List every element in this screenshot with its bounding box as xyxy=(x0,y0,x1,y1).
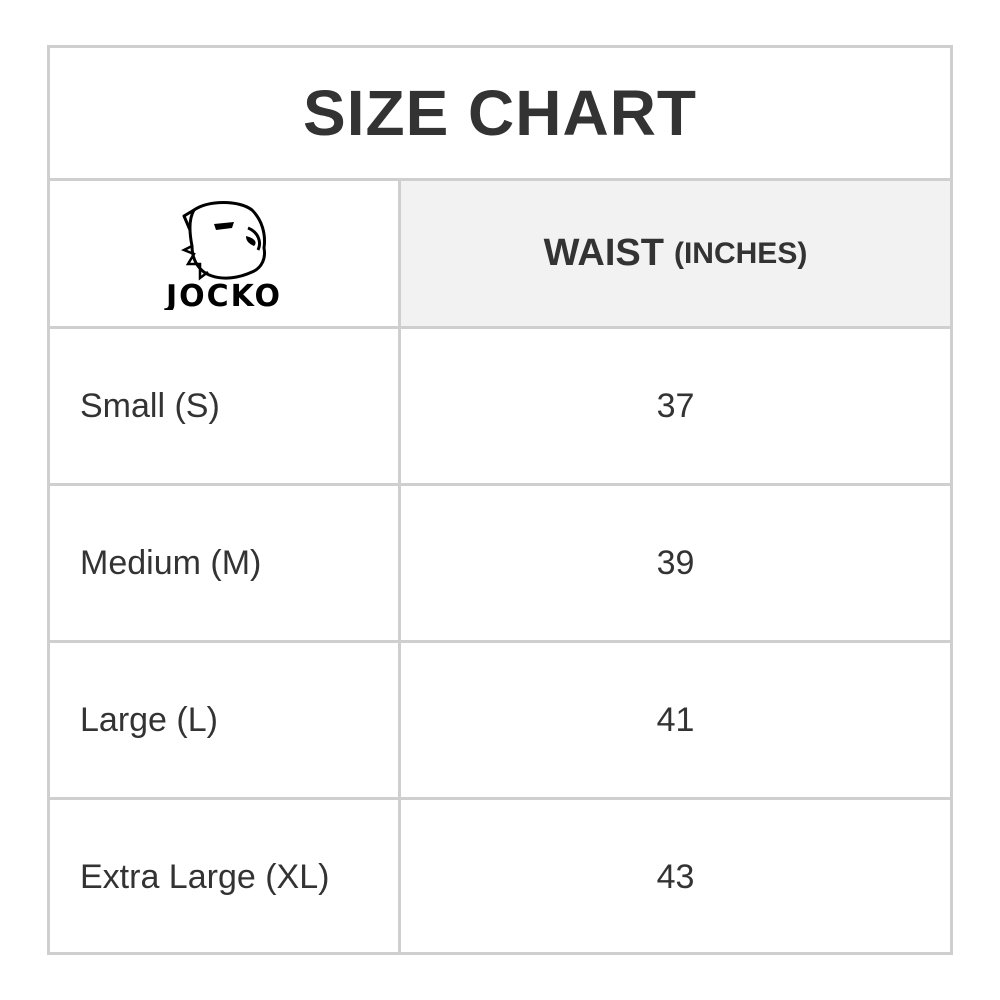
size-chart-table: SIZE CHART JOCKO WAIST (INCHES) Small (S… xyxy=(47,45,953,955)
header-unit: (INCHES) xyxy=(673,236,808,270)
header-measure: WAIST xyxy=(543,232,664,274)
column-header-waist: WAIST (INCHES) xyxy=(401,181,950,326)
divider xyxy=(50,178,950,181)
divider xyxy=(50,483,950,486)
bulldog-icon: JOCKO xyxy=(164,200,282,310)
divider xyxy=(50,797,950,800)
size-label: Medium (M) xyxy=(80,543,262,582)
page-title: SIZE CHART xyxy=(303,77,697,149)
waist-value: 43 xyxy=(656,857,695,896)
waist-value: 39 xyxy=(656,543,695,582)
waist-value: 37 xyxy=(656,386,695,425)
brand-logo: JOCKO xyxy=(50,181,398,326)
column-divider xyxy=(398,181,401,952)
waist-value: 41 xyxy=(656,700,695,739)
divider xyxy=(50,326,950,329)
size-label: Small (S) xyxy=(80,386,220,425)
size-label: Extra Large (XL) xyxy=(80,857,330,896)
size-label: Large (L) xyxy=(80,700,218,739)
divider xyxy=(50,640,950,643)
logo-text: JOCKO xyxy=(164,279,282,310)
